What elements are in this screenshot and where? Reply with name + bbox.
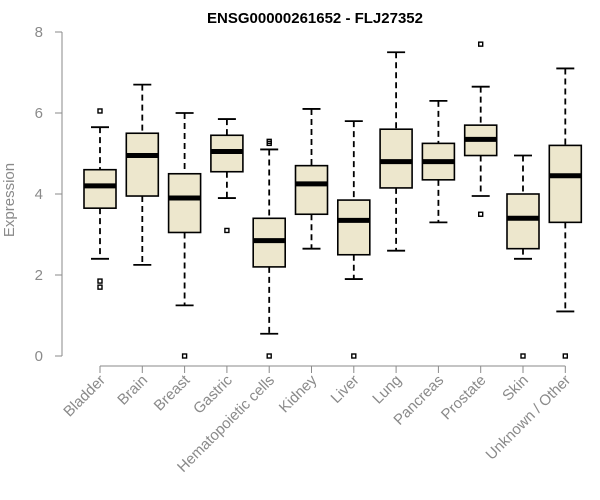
y-axis: 0 2 4 6 8 — [35, 24, 63, 365]
iqr-box — [83, 168, 117, 209]
iqr-box — [506, 193, 540, 250]
iqr-box — [125, 132, 160, 197]
y-tick-label: 2 — [35, 267, 43, 284]
outlier-point — [266, 138, 272, 145]
outlier-point — [97, 278, 103, 284]
x-tick-label: Kidney — [276, 371, 321, 416]
x-tick-label: Bladder — [60, 372, 109, 421]
iqr-box — [379, 128, 413, 189]
box-group — [83, 108, 117, 290]
y-tick-label: 6 — [35, 105, 43, 122]
outlier-point — [478, 211, 484, 217]
box-group — [463, 41, 498, 217]
y-axis-label: Expression — [1, 163, 18, 237]
plot-area — [83, 41, 583, 359]
x-tick-label: Lung — [369, 372, 405, 408]
x-tick-label: Liver — [328, 372, 363, 407]
outlier-point — [562, 353, 568, 359]
box-group — [294, 108, 329, 250]
iqr-box — [548, 144, 583, 224]
outlier-point — [181, 353, 188, 359]
box-group — [336, 120, 371, 359]
box-group — [252, 138, 286, 359]
chart-title: ENSG00000261652 - FLJ27352 — [207, 10, 423, 27]
x-tick-label: Breast — [151, 371, 194, 414]
y-tick-label: 0 — [35, 348, 43, 365]
box-group — [125, 83, 160, 266]
iqr-box — [336, 199, 371, 256]
outlier-point — [224, 227, 230, 234]
x-tick-label: Prostate — [438, 372, 490, 424]
box-group — [421, 99, 456, 224]
outlier-point — [351, 353, 357, 359]
outlier-point — [97, 284, 103, 290]
y-tick-label: 4 — [35, 186, 43, 203]
box-group — [548, 67, 583, 359]
x-tick-label: Brain — [114, 372, 151, 409]
outlier-point — [520, 353, 526, 359]
y-tick-label: 8 — [35, 24, 43, 41]
box-group — [167, 112, 202, 359]
outlier-point — [97, 108, 103, 114]
outlier-point — [478, 41, 484, 47]
x-tick-label: Skin — [499, 372, 532, 405]
iqr-box — [167, 172, 202, 234]
iqr-box — [294, 164, 329, 216]
box-group — [379, 51, 413, 252]
box-group — [506, 154, 540, 359]
box-group — [210, 118, 244, 234]
outlier-point — [266, 353, 272, 359]
